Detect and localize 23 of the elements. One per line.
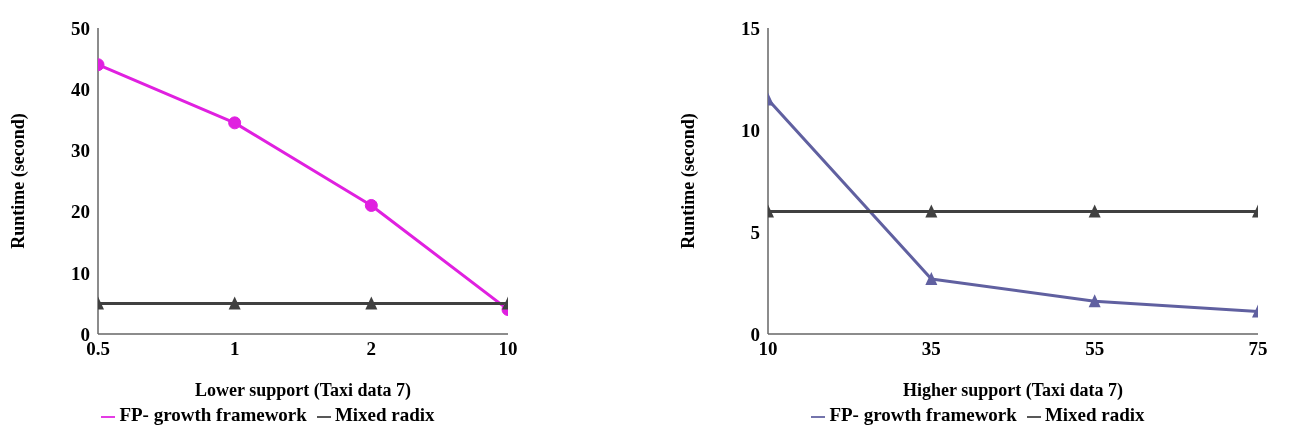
- x-axis-title: Lower support (Taxi data 7): [194, 380, 412, 401]
- y-tick-label: 50: [71, 17, 90, 39]
- y-tick-label: 5: [750, 221, 760, 243]
- y-tick-label: 30: [71, 140, 90, 162]
- y-tick-label: 0: [750, 323, 760, 345]
- y-tick-label: 10: [71, 262, 90, 284]
- y-tick-label: 20: [71, 201, 90, 223]
- y-tick-label: 15: [741, 17, 760, 39]
- y-tick-label: 10: [741, 119, 760, 141]
- x-tick-label: 55: [1085, 338, 1105, 360]
- legend-label: FP- growth framework: [119, 404, 307, 425]
- x-tick-label: 2: [366, 338, 377, 360]
- x-tick-label: 10: [498, 338, 518, 360]
- y-tick-label: 40: [71, 78, 90, 100]
- x-tick-label: 35: [921, 338, 941, 360]
- x-tick-label: 75: [1248, 338, 1268, 360]
- legend-label: Mixed radix: [334, 404, 435, 425]
- y-axis-title: Runtime (second): [8, 113, 30, 249]
- y-axis-title: Runtime (second): [678, 113, 700, 249]
- x-axis-title: Higher support (Taxi data 7): [902, 380, 1124, 401]
- x-tick-label: 1: [229, 338, 240, 360]
- legend-label: FP- growth framework: [829, 404, 1017, 425]
- legend-label: Mixed radix: [1044, 404, 1145, 425]
